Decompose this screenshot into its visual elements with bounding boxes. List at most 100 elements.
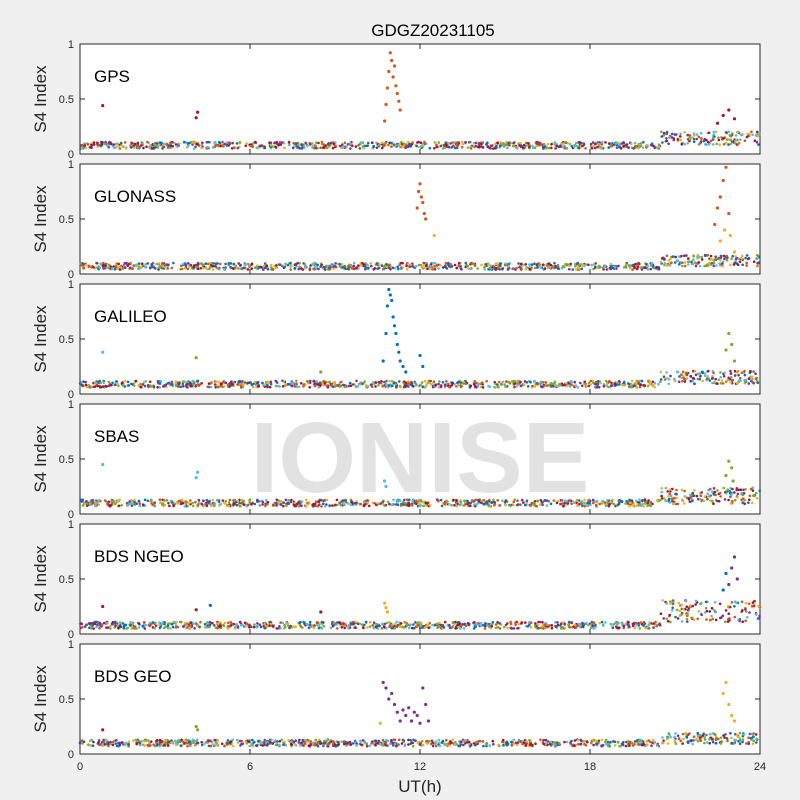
data-point bbox=[754, 372, 757, 376]
data-point bbox=[104, 499, 107, 503]
data-point bbox=[493, 501, 497, 504]
data-point bbox=[158, 621, 161, 624]
data-point bbox=[658, 498, 662, 502]
data-point bbox=[251, 738, 254, 742]
data-point bbox=[709, 254, 713, 258]
data-point bbox=[196, 110, 200, 114]
data-point bbox=[85, 504, 89, 508]
data-point bbox=[718, 262, 721, 265]
data-point bbox=[547, 499, 550, 503]
data-point bbox=[290, 384, 294, 388]
data-point bbox=[609, 145, 613, 148]
series-0 bbox=[415, 165, 731, 227]
data-point bbox=[208, 625, 211, 629]
data-point bbox=[248, 381, 252, 384]
data-point bbox=[438, 741, 441, 745]
data-point bbox=[752, 260, 756, 264]
data-point bbox=[97, 499, 101, 502]
data-point bbox=[441, 266, 445, 269]
data-point bbox=[525, 265, 528, 269]
data-point bbox=[181, 380, 185, 384]
y-tick-label: 1 bbox=[68, 519, 74, 531]
data-point bbox=[473, 380, 477, 383]
data-point bbox=[467, 145, 470, 149]
data-point bbox=[343, 145, 347, 149]
data-point bbox=[496, 499, 500, 502]
data-point bbox=[729, 263, 732, 267]
data-point bbox=[307, 381, 311, 385]
data-point bbox=[124, 147, 128, 150]
data-point bbox=[634, 145, 638, 149]
data-point bbox=[153, 501, 156, 504]
data-point bbox=[199, 620, 202, 624]
data-point bbox=[266, 380, 270, 384]
data-point bbox=[320, 620, 324, 624]
data-point bbox=[172, 261, 175, 265]
data-point bbox=[735, 577, 739, 581]
data-point bbox=[262, 268, 265, 271]
data-point bbox=[336, 383, 339, 387]
data-point bbox=[735, 487, 739, 490]
data-point bbox=[385, 265, 389, 269]
data-point bbox=[604, 621, 607, 624]
data-point bbox=[149, 144, 152, 147]
data-point bbox=[297, 267, 301, 271]
data-point bbox=[712, 264, 716, 268]
data-point bbox=[665, 130, 669, 134]
data-point bbox=[747, 501, 750, 505]
data-point bbox=[553, 141, 557, 144]
data-point bbox=[91, 624, 94, 627]
data-point bbox=[87, 622, 91, 625]
data-point bbox=[165, 499, 169, 502]
data-point bbox=[228, 498, 232, 502]
data-point bbox=[118, 741, 121, 745]
data-point bbox=[592, 145, 595, 148]
data-point bbox=[448, 385, 451, 389]
data-point bbox=[714, 130, 718, 134]
data-point bbox=[744, 488, 747, 491]
data-point bbox=[686, 608, 690, 612]
data-point bbox=[733, 605, 736, 608]
data-point bbox=[470, 261, 473, 265]
data-point bbox=[729, 138, 733, 142]
data-point bbox=[237, 262, 240, 265]
data-point bbox=[275, 264, 278, 267]
data-point bbox=[686, 133, 689, 137]
data-point bbox=[713, 222, 717, 227]
data-point bbox=[377, 383, 380, 387]
data-point bbox=[600, 620, 604, 624]
data-point bbox=[154, 267, 157, 270]
data-point bbox=[507, 380, 511, 384]
data-point bbox=[680, 613, 684, 616]
data-point bbox=[348, 265, 352, 269]
data-point bbox=[757, 143, 760, 146]
data-point bbox=[730, 342, 734, 347]
data-point bbox=[568, 385, 572, 388]
data-point bbox=[604, 141, 607, 144]
baseline-points bbox=[78, 369, 760, 389]
data-point bbox=[670, 132, 674, 136]
data-point bbox=[626, 620, 630, 624]
data-point bbox=[607, 504, 611, 508]
y-tick-label: 1 bbox=[68, 39, 74, 51]
data-point bbox=[679, 132, 682, 136]
data-point bbox=[399, 145, 402, 149]
data-point bbox=[712, 261, 716, 265]
data-point bbox=[636, 263, 639, 267]
data-point bbox=[724, 348, 728, 352]
data-point bbox=[126, 626, 130, 630]
data-point bbox=[574, 264, 577, 268]
data-point bbox=[570, 621, 574, 625]
data-point bbox=[527, 142, 530, 145]
data-point bbox=[343, 385, 347, 389]
data-point bbox=[398, 359, 402, 363]
data-point bbox=[748, 498, 751, 502]
data-point bbox=[753, 139, 757, 142]
data-point bbox=[94, 504, 97, 508]
data-point bbox=[140, 266, 143, 269]
data-point bbox=[347, 267, 350, 270]
data-point bbox=[548, 266, 552, 269]
data-point bbox=[79, 262, 82, 265]
data-point bbox=[520, 498, 524, 502]
data-point bbox=[271, 268, 274, 271]
